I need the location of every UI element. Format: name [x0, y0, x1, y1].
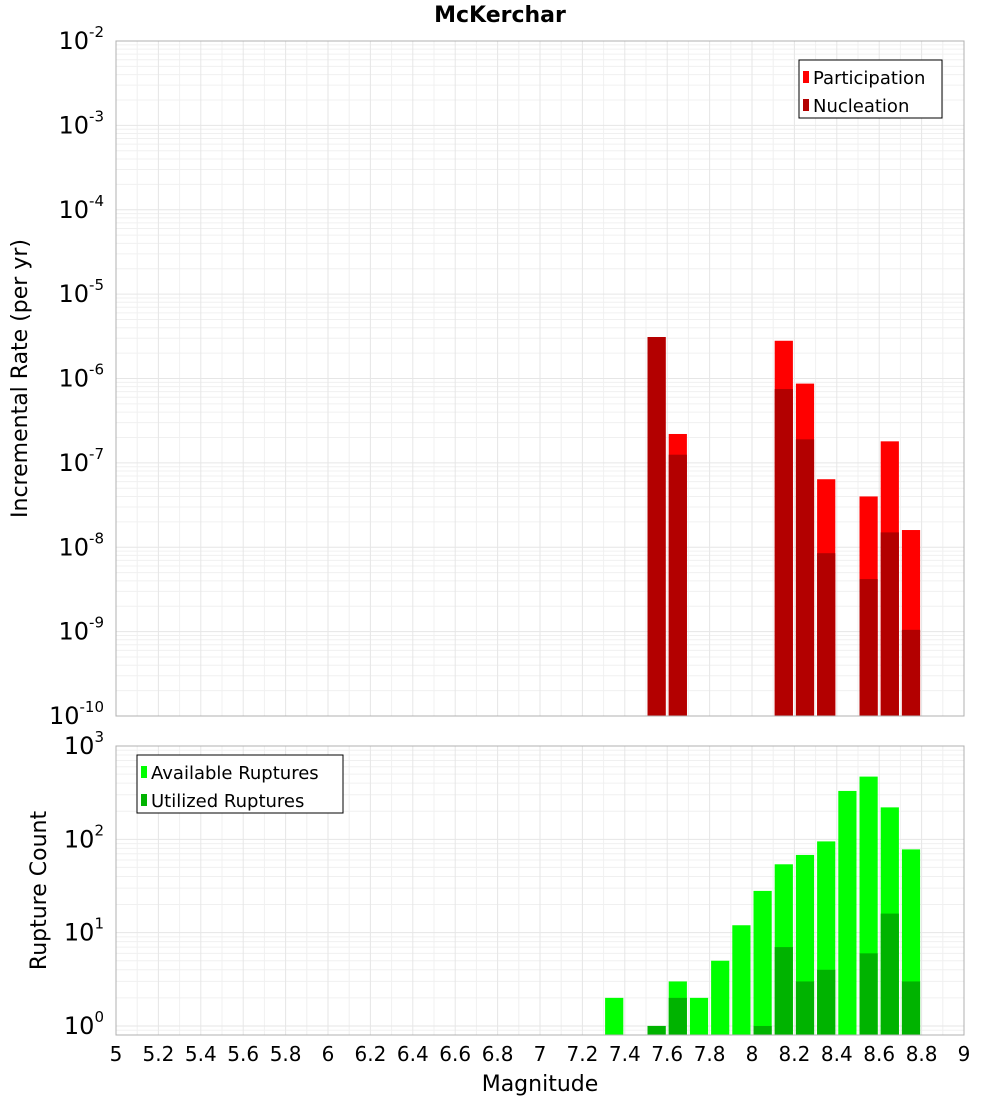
x-tick-label: 5.8 [270, 1042, 302, 1066]
y-tick-label: 102 [64, 821, 104, 853]
legend-label: Nucleation [813, 96, 909, 117]
bar-nucleation [880, 532, 899, 716]
x-tick-label: 5.6 [227, 1042, 259, 1066]
y-tick-label: 10-9 [58, 614, 104, 646]
bar-nucleation [668, 454, 687, 716]
legend-swatch [803, 99, 809, 111]
bar-nucleation [647, 337, 666, 716]
bar-nucleation [817, 553, 836, 716]
bar-nucleation [774, 389, 793, 716]
bar-utilized-ruptures [647, 1025, 666, 1035]
y-tick-label: 10-5 [58, 276, 104, 308]
x-tick-label: 8.4 [821, 1042, 853, 1066]
x-tick-label: 7.8 [694, 1042, 726, 1066]
y-tick-label: 10-3 [58, 107, 104, 139]
bar-available-ruptures [711, 960, 730, 1035]
legend: Participation Nucleation [798, 59, 943, 119]
bar-available-ruptures [753, 890, 772, 1035]
legend-label: Participation [813, 68, 925, 89]
bar-utilized-ruptures [753, 1025, 772, 1035]
bar-utilized-ruptures [668, 997, 687, 1035]
y-tick-label: 10-6 [58, 361, 104, 393]
bar-utilized-ruptures [859, 953, 878, 1035]
x-tick-label: 7.2 [566, 1042, 598, 1066]
bar-utilized-ruptures [901, 981, 921, 1035]
bar-available-ruptures [732, 925, 751, 1035]
y-tick-label: 10-2 [58, 23, 104, 55]
bar-nucleation [901, 629, 921, 716]
y-tick-label: 10-10 [49, 698, 104, 730]
legend-swatch [141, 794, 147, 806]
bar-utilized-ruptures [774, 947, 793, 1035]
y-axis-label: Incremental Rate (per yr) [8, 239, 33, 518]
y-tick-label: 10-7 [58, 445, 104, 477]
x-tick-label: 8.8 [906, 1042, 938, 1066]
y-axis-label: Rupture Count [27, 811, 52, 971]
x-tick-label: 5.2 [142, 1042, 174, 1066]
bar-utilized-ruptures [817, 969, 836, 1035]
x-axis-label: Magnitude [482, 1072, 599, 1097]
legend-swatch [141, 766, 147, 778]
bar-available-ruptures [838, 790, 857, 1035]
x-tick-label: 6.2 [354, 1042, 386, 1066]
bar-available-ruptures [689, 997, 709, 1035]
x-tick-label: 8 [746, 1042, 759, 1066]
x-tick-label: 6 [322, 1042, 335, 1066]
x-tick-label: 8.2 [778, 1042, 810, 1066]
bar-nucleation [859, 579, 878, 716]
legend-swatch [803, 71, 809, 83]
y-tick-label: 10-8 [58, 529, 104, 561]
legend-label: Available Ruptures [151, 763, 319, 784]
x-tick-label: 6.4 [397, 1042, 429, 1066]
bar-nucleation [795, 439, 815, 716]
x-tick-label: 7 [534, 1042, 547, 1066]
x-tick-label: 7.6 [651, 1042, 683, 1066]
legend-label: Utilized Ruptures [151, 791, 304, 812]
legend-box [798, 59, 943, 119]
y-tick-label: 103 [64, 728, 104, 760]
x-tick-label: 5.4 [185, 1042, 217, 1066]
x-tick-label: 8.6 [863, 1042, 895, 1066]
rate-plot: 10-10 10-9 10-8 10-7 10-6 10-5 10-4 10-3 10-2 Inc… [8, 23, 965, 730]
chart-title: McKerchar [434, 3, 566, 28]
x-tick-label: 6.6 [439, 1042, 471, 1066]
x-tick-label: 6.8 [482, 1042, 514, 1066]
bar-available-ruptures [605, 997, 624, 1035]
y-tick-label: 10-4 [58, 192, 104, 224]
bar-utilized-ruptures [880, 913, 899, 1035]
y-tick-label: 101 [64, 915, 104, 947]
y-tick-label: 100 [64, 1008, 104, 1040]
plot-frame [115, 745, 965, 1036]
x-tick-label: 7.4 [609, 1042, 641, 1066]
legend: Available Ruptures Utilized Ruptures [136, 754, 344, 814]
bar-utilized-ruptures [795, 981, 815, 1035]
legend-box [136, 754, 344, 814]
x-tick-label: 9 [958, 1042, 971, 1066]
plot-frame [115, 40, 965, 717]
x-tick-label: 5 [110, 1042, 123, 1066]
